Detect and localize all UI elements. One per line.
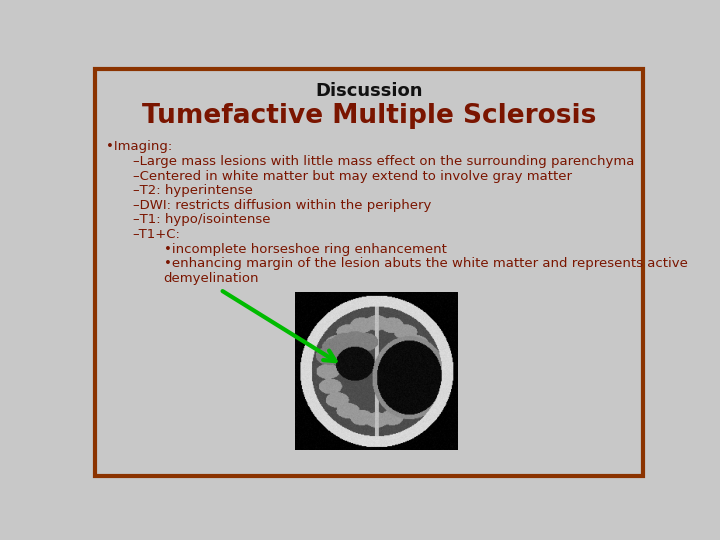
Text: –T2: hyperintense: –T2: hyperintense bbox=[132, 184, 253, 197]
Text: –T1: hypo/isointense: –T1: hypo/isointense bbox=[132, 213, 270, 226]
Text: •Imaging:: •Imaging: bbox=[106, 140, 172, 153]
Text: –DWI: restricts diffusion within the periphery: –DWI: restricts diffusion within the per… bbox=[132, 199, 431, 212]
Text: –T1+C:: –T1+C: bbox=[132, 228, 181, 241]
Text: •enhancing margin of the lesion abuts the white matter and represents active
dem: •enhancing margin of the lesion abuts th… bbox=[163, 257, 688, 285]
Text: •incomplete horseshoe ring enhancement: •incomplete horseshoe ring enhancement bbox=[163, 242, 446, 255]
Text: –Centered in white matter but may extend to involve gray matter: –Centered in white matter but may extend… bbox=[132, 170, 572, 183]
Text: Tumefactive Multiple Sclerosis: Tumefactive Multiple Sclerosis bbox=[142, 103, 596, 129]
Text: Discussion: Discussion bbox=[315, 82, 423, 100]
Text: –Large mass lesions with little mass effect on the surrounding parenchyma: –Large mass lesions with little mass eff… bbox=[132, 155, 634, 168]
